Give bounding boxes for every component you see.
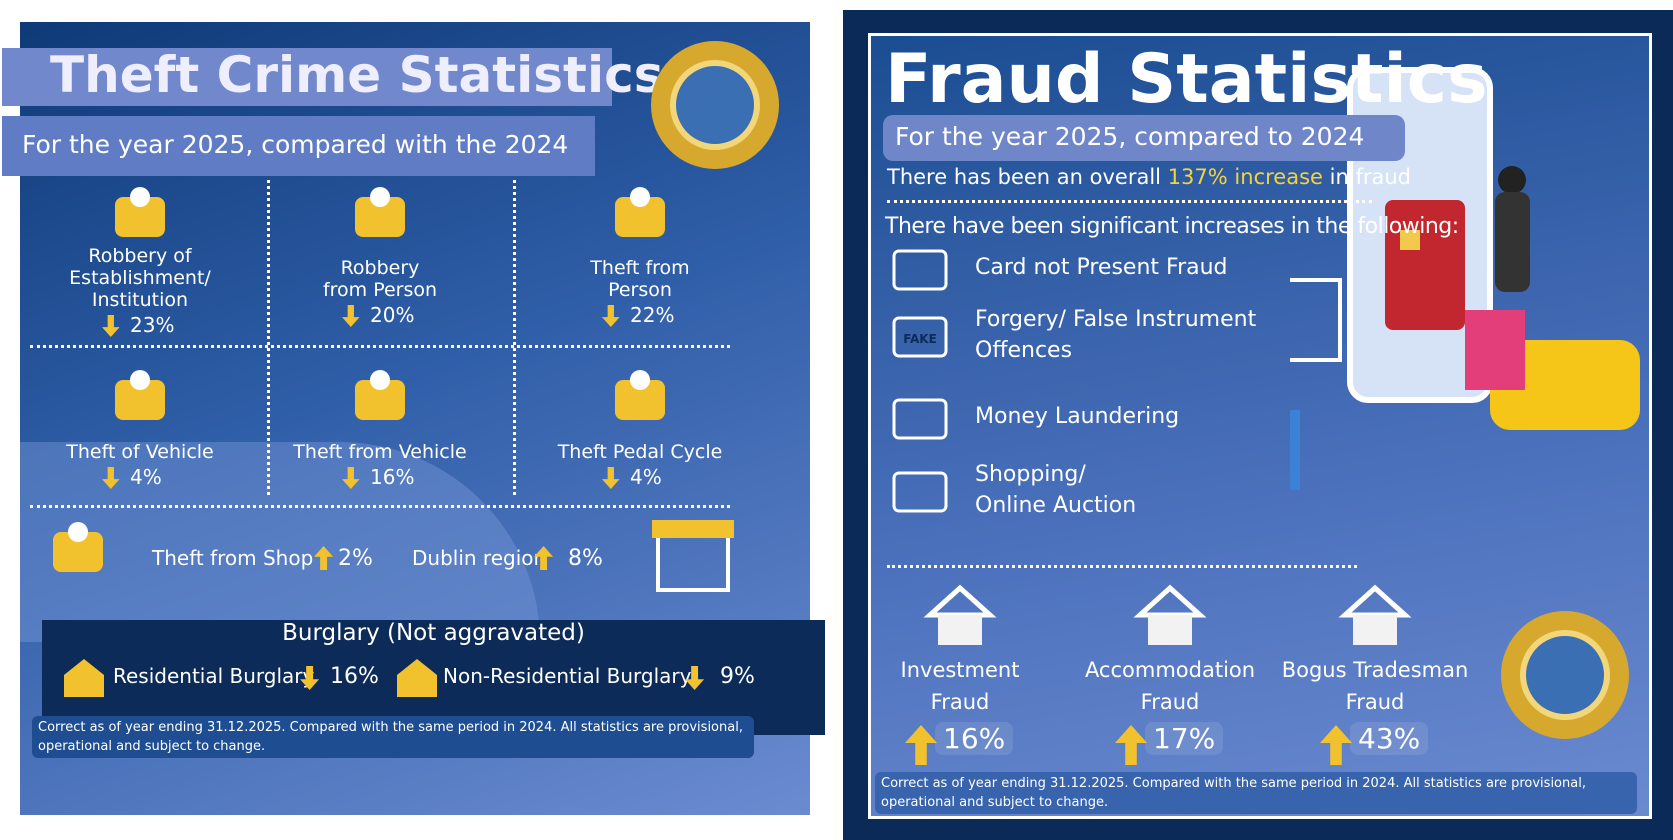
footnote: Correct as of year ending 31.12.2025. Co… [32, 716, 754, 758]
text: in fraud [1329, 165, 1411, 189]
divider [513, 180, 516, 495]
footnote: Correct as of year ending 31.12.2025. Co… [875, 772, 1637, 814]
icon [355, 187, 405, 237]
icon [115, 187, 165, 237]
subtitle-banner [2, 116, 595, 176]
list-label: Offences [975, 338, 1073, 363]
badge [1501, 611, 1629, 739]
item-change: 4% [130, 465, 162, 489]
fraud-label: Fraud [1345, 690, 1405, 714]
arrow-up [534, 546, 554, 570]
list-icon [892, 249, 948, 291]
item-change: 22% [630, 303, 675, 327]
subtitle: For the year 2025, compared to 2024 [895, 122, 1365, 151]
item-label: Theft of Vehicle [66, 441, 214, 463]
badge [651, 41, 779, 169]
burglary-change: 9% [720, 664, 755, 689]
icon [53, 522, 103, 572]
fraud-change: 43% [1350, 722, 1429, 755]
item-label: Robbery [340, 257, 420, 279]
fraud-label: Bogus Tradesman [1281, 658, 1469, 682]
icon-text: FAKE [903, 332, 937, 346]
list-label: Card not Present Fraud [975, 255, 1228, 280]
item-label: Person [608, 279, 672, 301]
divider [30, 505, 730, 508]
percent: 137% [1167, 165, 1228, 189]
icon [615, 187, 665, 237]
fraud-icon [1133, 584, 1207, 645]
item-label: Theft from [590, 257, 690, 279]
icon [355, 370, 405, 420]
fraud-label: Fraud [930, 690, 990, 714]
arrow-down [602, 305, 620, 327]
title-banner [2, 48, 612, 106]
burglary-icon [64, 659, 104, 697]
arrow-down [602, 467, 620, 489]
list-icon: FAKE [892, 316, 948, 358]
burglary-title: Burglary (Not aggravated) [282, 620, 585, 646]
fraud-label: Accommodation [1084, 658, 1256, 682]
fraud-icon [923, 584, 997, 645]
item-change: 4% [630, 465, 662, 489]
burglary-label: Non-Residential Burglary [443, 664, 692, 688]
arrow-up [1320, 725, 1352, 765]
item-label: Institution [91, 289, 189, 311]
fraud-change: 16% [935, 722, 1014, 755]
arrow-down [102, 315, 120, 337]
icon [115, 370, 165, 420]
shop-change: 8% [568, 546, 603, 571]
item-label: Theft from Vehicle [293, 441, 467, 463]
fraud-panel [843, 10, 1673, 840]
icon [615, 370, 665, 420]
list-label: Money Laundering [975, 404, 1180, 429]
title: Theft Crime Statistics [50, 46, 664, 104]
list-label: Online Auction [975, 493, 1137, 518]
shop-label: Theft from Shop [152, 546, 314, 570]
shop-change: 2% [338, 546, 373, 571]
title: Fraud Statistics [885, 40, 1488, 119]
arrow-down [685, 666, 705, 690]
word: increase [1234, 165, 1323, 189]
divider [30, 345, 730, 348]
item-change: 20% [370, 303, 415, 327]
arrow-down [102, 467, 120, 489]
heading: There have been significant increases in… [885, 214, 1459, 239]
arrow-up [314, 546, 334, 570]
subtitle-pill [883, 115, 1405, 161]
burglary-icon [397, 659, 437, 697]
list-icon [892, 398, 948, 440]
fraud-change: 17% [1145, 722, 1224, 755]
text: There has been an overall [887, 165, 1161, 189]
item-change: 23% [130, 313, 175, 337]
item-change: 16% [370, 465, 415, 489]
arrow-down [300, 666, 320, 690]
arrow-up [905, 725, 937, 765]
fraud-label: Fraud [1140, 690, 1200, 714]
divider [887, 565, 1357, 568]
fraud-label: Investment [900, 658, 1020, 682]
item-label: Robbery of [88, 245, 192, 267]
burglary-change: 16% [330, 664, 379, 689]
shop-icon [652, 520, 734, 592]
list-label: Shopping/ [975, 462, 1086, 487]
fraud-icon [1338, 584, 1412, 645]
item-label: from Person [322, 279, 438, 301]
item-label: Theft Pedal Cycle [557, 441, 723, 463]
arrow-down [342, 467, 360, 489]
arrow-down [342, 305, 360, 327]
list-icon [892, 471, 948, 513]
list-label: Forgery/ False Instrument [975, 307, 1257, 332]
overall: There has been an overall 137% increase … [887, 165, 1411, 189]
divider [267, 180, 270, 495]
shop-label: Dublin region [412, 546, 547, 570]
burglary-label: Residential Burglary [113, 664, 315, 688]
divider [887, 200, 1372, 203]
item-label: Establishment/ [69, 267, 211, 289]
subtitle: For the year 2025, compared with the 202… [22, 130, 569, 159]
arrow-up [1115, 725, 1147, 765]
